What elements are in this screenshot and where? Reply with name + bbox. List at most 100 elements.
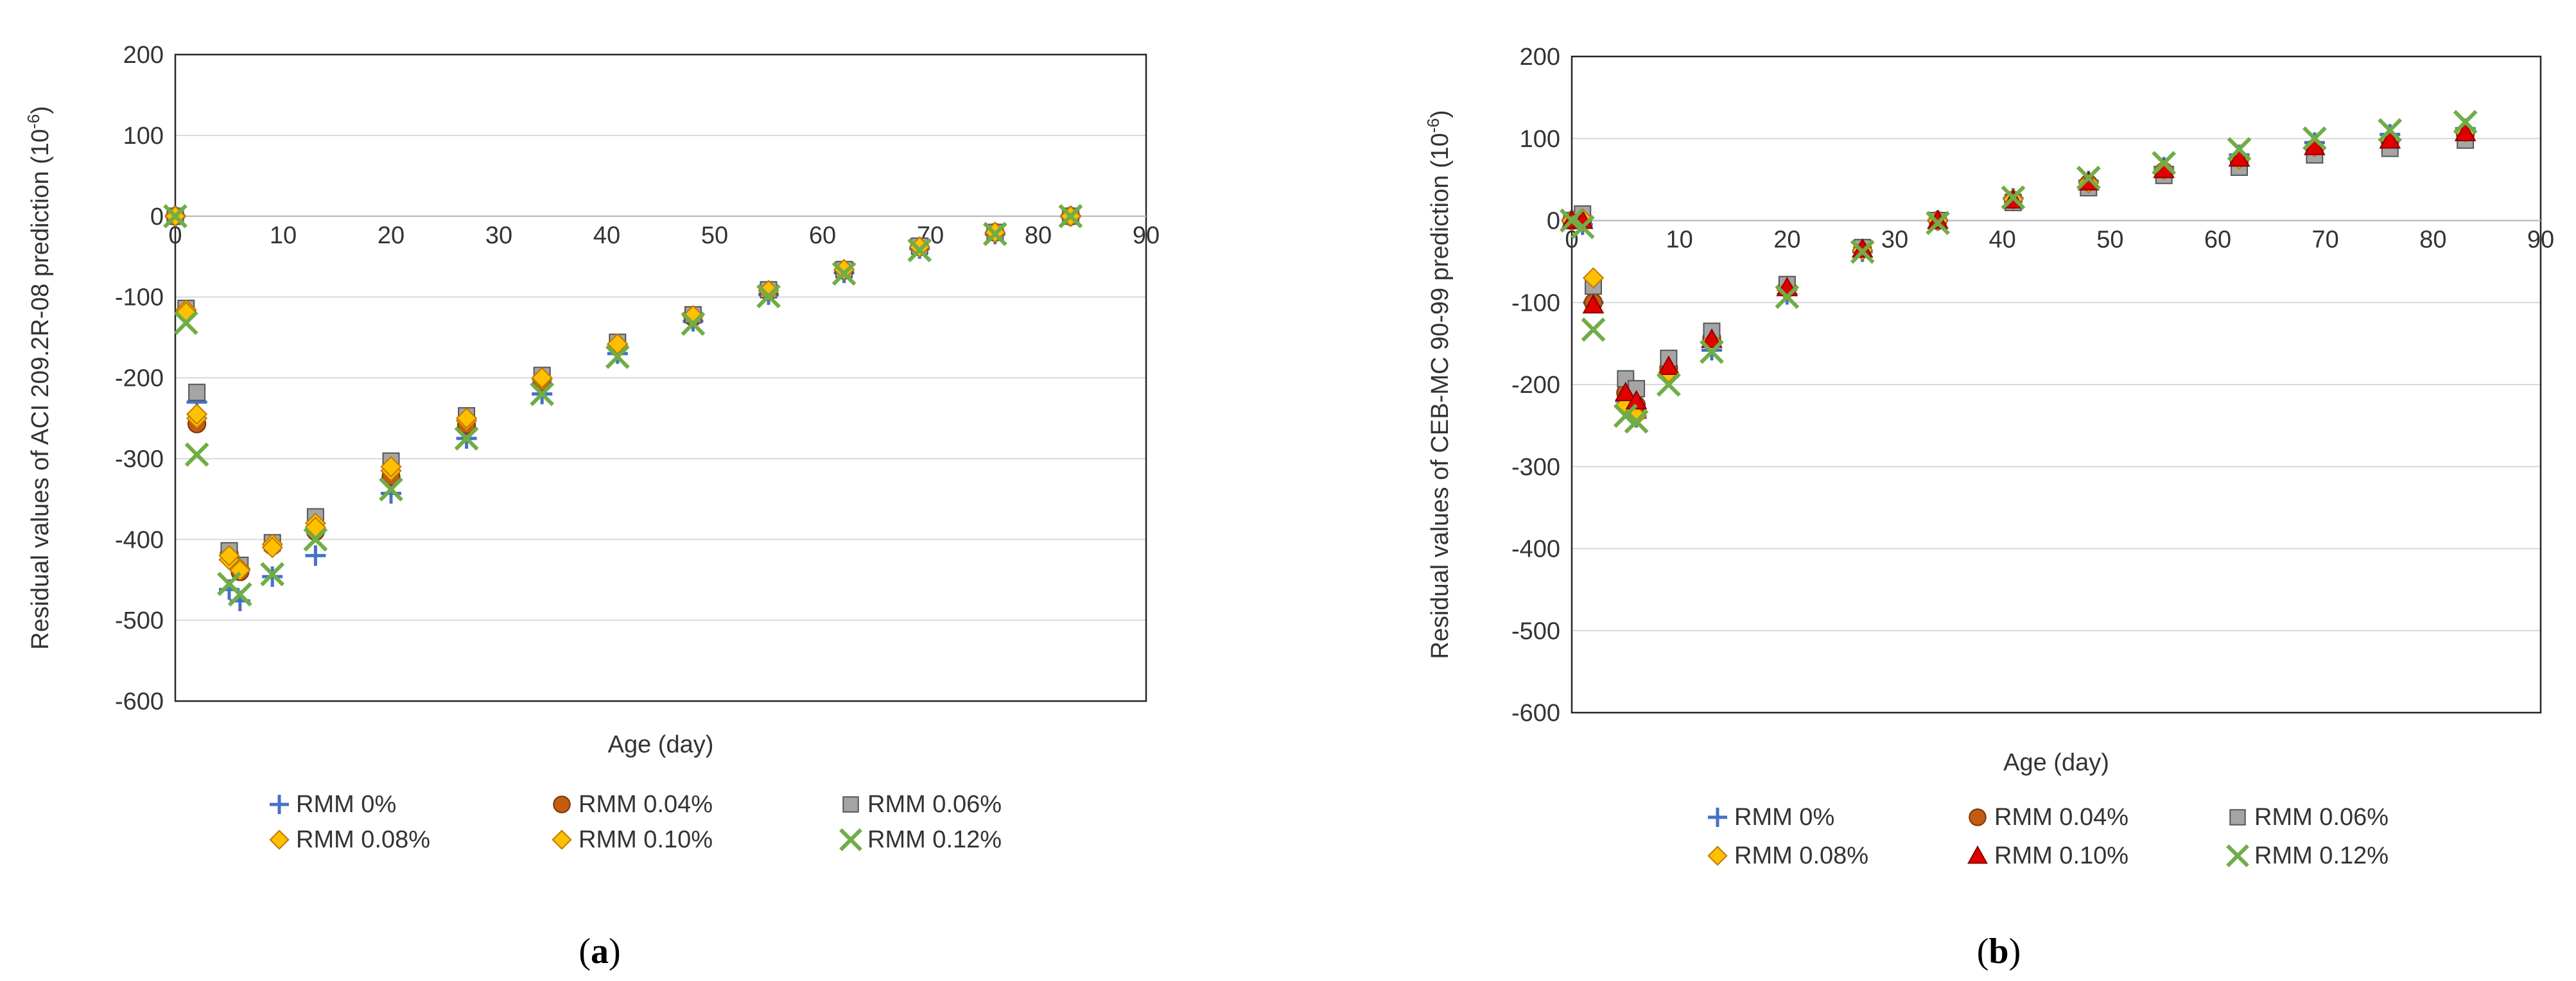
data-point [380, 456, 402, 478]
data-point [1614, 381, 1637, 401]
y-tick-label: -100 [1511, 290, 1560, 317]
data-point [2454, 121, 2476, 141]
data-point [831, 261, 857, 286]
legend-item: RMM 0.04% [1969, 804, 2128, 831]
x-tick-label: 30 [485, 222, 512, 249]
marker-x-b [379, 477, 403, 502]
marker-diamond [186, 403, 208, 425]
marker-diamond [1582, 267, 1605, 289]
legend-label: RMM 0% [296, 791, 396, 818]
y-tick-label: -500 [1511, 618, 1560, 645]
legend-label: RMM 0.08% [1734, 842, 1868, 869]
marker-x-b [2226, 844, 2249, 867]
marker-x-b [1926, 211, 1950, 236]
data-point [188, 383, 206, 401]
marker-x-b [1560, 208, 1584, 233]
data-point [1926, 211, 1950, 236]
x-tick-label: 90 [1133, 222, 1160, 249]
data-point [1582, 293, 1605, 314]
legend-item: RMM 0.12% [2226, 842, 2389, 869]
marker-x-b [982, 221, 1007, 247]
y-tick-label: -600 [115, 688, 164, 715]
y-tick-label: -300 [115, 446, 164, 473]
data-point [227, 582, 252, 607]
marker-x-b [2302, 126, 2327, 151]
plot-area-border [174, 53, 1147, 702]
legend-item: RMM 0.08% [1707, 842, 1868, 869]
data-point [607, 333, 629, 355]
marker-x-b [605, 344, 630, 369]
data-point [1582, 267, 1605, 289]
data-point [1624, 409, 1649, 434]
data-point [681, 311, 706, 336]
data-point [531, 367, 553, 389]
marker-diamond [607, 333, 629, 355]
data-point [184, 442, 209, 467]
legend-item: RMM 0% [270, 791, 396, 818]
caption-paren-open: ( [1977, 932, 1989, 971]
data-point [218, 544, 240, 567]
marker-diamond [229, 559, 251, 581]
marker-x-b [184, 442, 209, 467]
legend-label: RMM 0.10% [1994, 842, 2128, 869]
legend-label: RMM 0.06% [2254, 804, 2389, 831]
marker-x-b [1058, 204, 1083, 229]
y-axis-title-exponent: -6 [1423, 118, 1443, 133]
data-point [186, 403, 208, 425]
data-point [163, 204, 187, 229]
series-rmm-0-04- [166, 207, 1081, 582]
x-tick-label: 60 [2204, 227, 2231, 254]
series-rmm-0-08- [164, 205, 1082, 580]
chart-panel-b: 200 100 0 -100 -200 -300 -400 -500 -600 0 10 20 30 40… [1361, 0, 2576, 981]
data-point [379, 477, 403, 502]
data-point [173, 310, 198, 335]
data-point [1658, 355, 1680, 376]
legend-label: RMM 0% [1734, 804, 1834, 831]
legend-item: RMM 0.12% [839, 826, 1002, 853]
marker-x-b [1570, 214, 1595, 239]
marker-diamond [1707, 846, 1728, 866]
marker-square [2229, 809, 2246, 826]
caption-paren-close: ) [609, 932, 621, 971]
x-tick-label: 20 [1773, 227, 1800, 254]
marker-x-b [1850, 239, 1875, 264]
plot-area-border [1571, 55, 2542, 714]
data-point [1775, 284, 1800, 309]
y-tick-label: 0 [150, 204, 164, 230]
marker-x-b [454, 426, 479, 451]
data-point [2302, 126, 2327, 151]
legend-item: RMM 0.06% [842, 791, 1002, 818]
marker-x-b [1775, 284, 1800, 309]
marker-x-b [1700, 339, 1724, 364]
x-tick-label: 50 [701, 222, 728, 249]
data-point [982, 221, 1007, 247]
caption-letter: b [1989, 932, 2008, 971]
marker-x-b [1624, 409, 1649, 434]
data-point [907, 238, 932, 263]
caption-paren-close: ) [2009, 932, 2021, 971]
series-rmm-0-12- [1560, 110, 2478, 434]
marker-diamond [261, 537, 283, 559]
x-tick-label: 0 [168, 222, 182, 249]
series-rmm-0-12- [163, 204, 1083, 607]
marker-diamond [552, 829, 572, 850]
marker-square [188, 383, 206, 401]
marker-square [842, 796, 859, 813]
series-rmm-0-08- [1561, 121, 2476, 427]
marker-x-b [2001, 185, 2026, 210]
y-tick-label: 200 [123, 42, 164, 69]
y-tick-label: 0 [1547, 208, 1560, 235]
data-point [2379, 129, 2401, 149]
marker-triangle [1701, 328, 1723, 348]
y-tick-label: -100 [115, 284, 164, 311]
data-point [1850, 239, 1875, 264]
y-tick-label: 200 [1520, 44, 1560, 71]
data-point [229, 559, 251, 581]
marker-triangle [2454, 121, 2476, 141]
marker-triangle [2228, 147, 2250, 167]
x-tick-label: 10 [1666, 227, 1693, 254]
y-axis-title-close: ) [1427, 110, 1454, 118]
x-tick-label: 70 [2312, 227, 2339, 254]
series-rmm-0-10- [164, 205, 1082, 581]
